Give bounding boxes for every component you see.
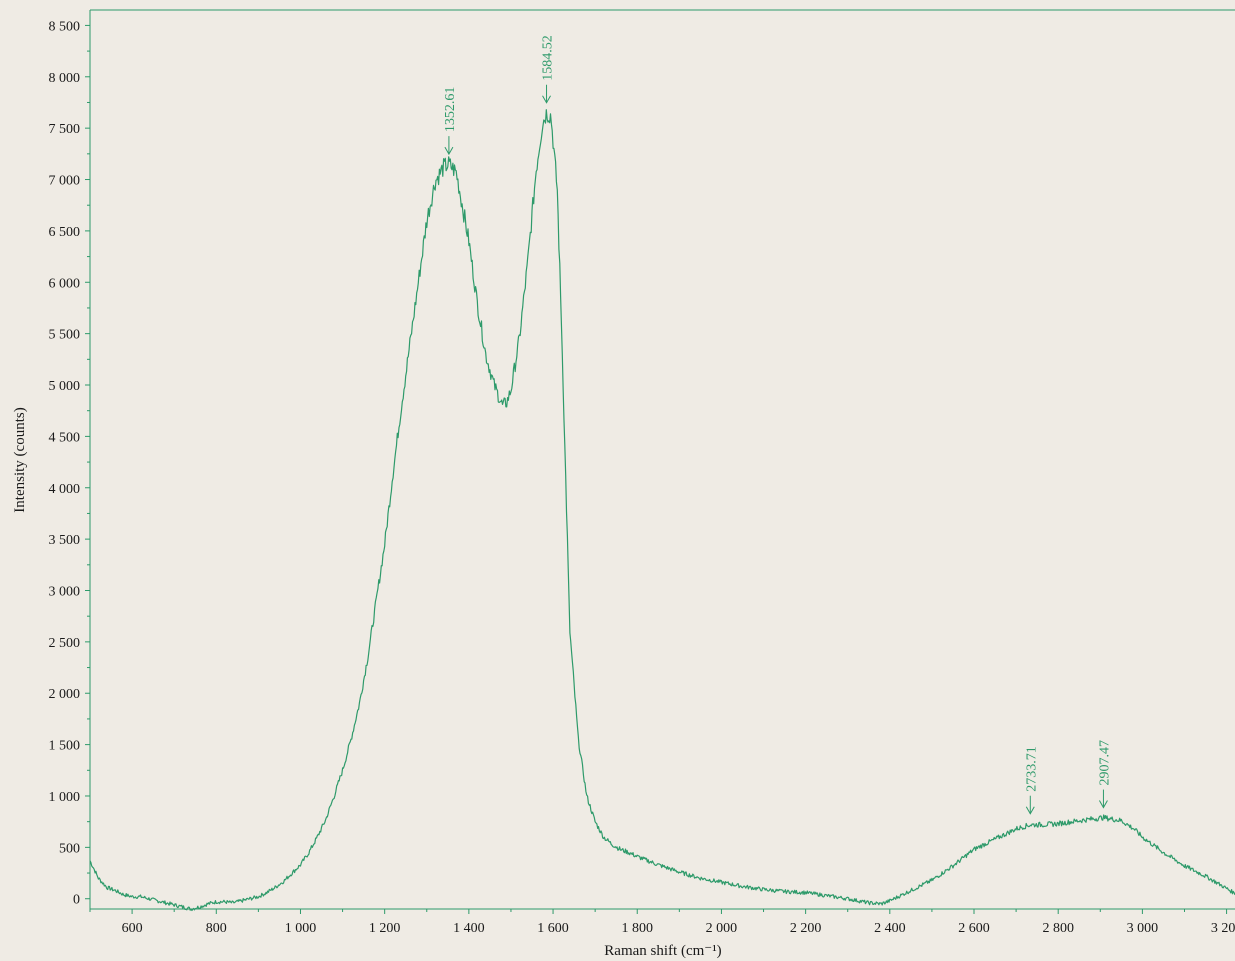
x-tick-label: 2 000 bbox=[706, 921, 738, 936]
peak-arrow-head bbox=[542, 95, 551, 104]
x-tick-label: 2 400 bbox=[874, 921, 906, 936]
y-tick-label: 1 000 bbox=[49, 790, 81, 805]
x-tick-label: 1 400 bbox=[453, 921, 485, 936]
y-tick-label: 7 500 bbox=[49, 122, 81, 137]
plot-frame bbox=[89, 9, 1235, 910]
y-axis-title: Intensity (counts) bbox=[12, 407, 28, 512]
x-tick-label: 800 bbox=[206, 921, 227, 936]
peak-label: 2907.47 bbox=[1097, 740, 1112, 786]
y-tick-label: 2 500 bbox=[49, 636, 81, 651]
y-tick-label: 3 500 bbox=[49, 533, 81, 548]
x-tick-label: 2 600 bbox=[958, 921, 990, 936]
x-tick-label: 1 000 bbox=[285, 921, 317, 936]
y-tick-label: 8 500 bbox=[49, 19, 81, 34]
peak-marker: 1352.61 bbox=[443, 87, 458, 156]
series-line-0 bbox=[89, 109, 1235, 912]
y-tick-label: 500 bbox=[59, 841, 80, 856]
peak-marker: 2733.71 bbox=[1024, 746, 1039, 815]
y-axis: 0 500 1 000 1 500 2 000 2 500 3 000 3 500 4 000 4… bbox=[49, 19, 90, 908]
y-tick-label: 6 000 bbox=[49, 276, 81, 291]
x-axis-title: Raman shift (cm⁻¹) bbox=[604, 943, 721, 959]
peak-annotations: 1352.61 1584.52 2733.71 2907.47 bbox=[443, 35, 1112, 815]
peak-arrow-head bbox=[444, 146, 454, 156]
x-tick-label: 3 000 bbox=[1127, 921, 1159, 936]
peak-arrow-head bbox=[1099, 800, 1108, 809]
x-axis: 600 800 1 000 1 200 1 400 1 600 1 800 2 000 2 20… bbox=[89, 909, 1235, 936]
x-tick-label: 2 800 bbox=[1042, 921, 1074, 936]
y-tick-label: 2 000 bbox=[49, 687, 81, 702]
x-tick-label: 1 200 bbox=[369, 921, 401, 936]
x-tick-label: 1 800 bbox=[621, 921, 653, 936]
y-tick-label: 4 500 bbox=[49, 430, 81, 445]
y-tick-label: 1 500 bbox=[49, 739, 81, 754]
y-tick-label: 5 500 bbox=[49, 328, 81, 343]
peak-marker: 2907.47 bbox=[1097, 740, 1112, 809]
x-tick-label: 1 600 bbox=[537, 921, 569, 936]
x-tick-label: 2 200 bbox=[790, 921, 822, 936]
peak-label: 1352.61 bbox=[443, 87, 458, 133]
x-tick-label: 3 200 bbox=[1211, 921, 1235, 936]
y-tick-label: 6 500 bbox=[49, 225, 81, 240]
y-tick-label: 8 000 bbox=[49, 71, 81, 86]
y-tick-label: 3 000 bbox=[49, 584, 81, 599]
y-tick-label: 0 bbox=[73, 893, 80, 908]
y-tick-label: 4 000 bbox=[49, 482, 81, 497]
y-tick-label: 7 000 bbox=[49, 174, 81, 189]
peak-arrow-head bbox=[1025, 806, 1035, 815]
y-tick-label: 5 000 bbox=[49, 379, 81, 394]
peak-marker: 1584.52 bbox=[541, 35, 556, 104]
peak-label: 2733.71 bbox=[1024, 746, 1039, 792]
x-tick-label: 600 bbox=[122, 921, 143, 936]
peak-label: 1584.52 bbox=[541, 35, 556, 81]
series-layer bbox=[89, 109, 1235, 912]
